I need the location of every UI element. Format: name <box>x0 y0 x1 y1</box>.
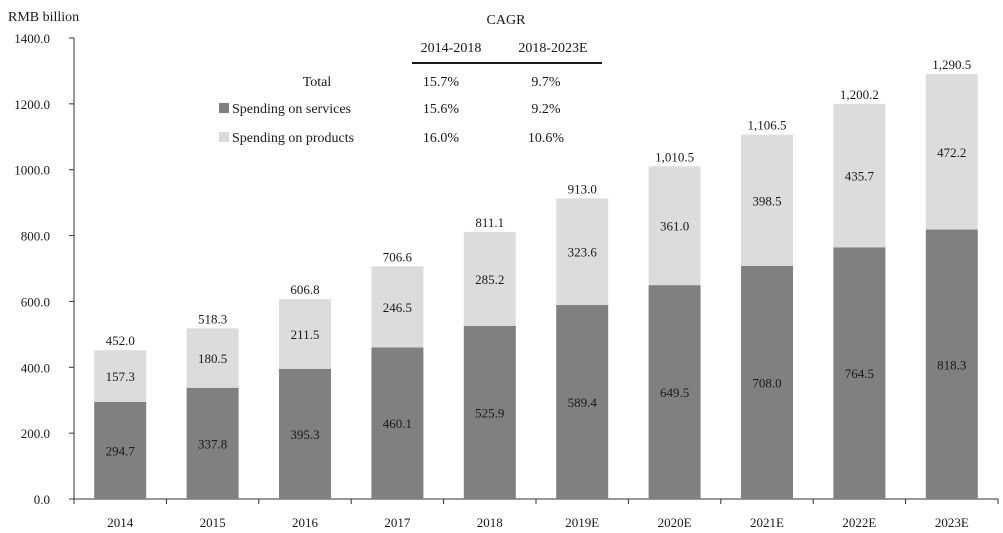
data-label-products: 157.3 <box>106 369 135 384</box>
y-tick-label: 200.0 <box>21 426 50 441</box>
data-label-services: 708.0 <box>752 375 781 390</box>
x-tick-label: 2019E <box>565 515 599 530</box>
data-label-products: 285.2 <box>475 272 504 287</box>
data-label-services: 460.1 <box>383 416 412 431</box>
y-axis: RMB billion 0.0 200.0 400.0 600.0 800.0 1000.0… <box>8 10 79 507</box>
bar-services <box>463 325 516 499</box>
legend-swatch-services <box>219 103 229 113</box>
x-tick-label: 2022E <box>842 515 876 530</box>
bar-products <box>186 328 239 388</box>
bar-products <box>556 198 609 305</box>
bar-products <box>833 103 886 248</box>
y-tick-label: 0.0 <box>34 492 50 507</box>
bar-services <box>371 347 424 499</box>
data-label-products: 180.5 <box>198 351 227 366</box>
data-label-total: 811.1 <box>475 215 504 230</box>
data-label-services: 337.8 <box>198 436 227 451</box>
data-label-total: 1,290.5 <box>932 57 971 72</box>
data-label-products: 398.5 <box>752 193 781 208</box>
x-tick-label: 2014 <box>107 515 134 530</box>
cagr-column-header: 2014-2018 <box>421 41 482 56</box>
bar-products <box>925 74 978 230</box>
data-label-products: 435.7 <box>845 169 875 184</box>
data-label-products: 211.5 <box>291 327 320 342</box>
cagr-value: 15.6% <box>423 102 460 117</box>
y-tick-label: 400.0 <box>21 360 50 375</box>
data-label-services: 764.5 <box>845 366 874 381</box>
bar-services <box>925 229 978 499</box>
x-tick-label: 2020E <box>658 515 692 530</box>
y-tick-label: 1200.0 <box>14 97 50 112</box>
bar-services <box>279 368 331 499</box>
data-label-products: 246.5 <box>383 300 412 315</box>
bar-services <box>833 247 886 499</box>
x-tick-label: 2018 <box>477 515 503 530</box>
x-tick-label: 2023E <box>935 515 969 530</box>
data-label-total: 518.3 <box>198 311 227 326</box>
bar-products <box>94 350 147 402</box>
data-label-services: 294.7 <box>106 443 136 458</box>
data-label-total: 1,106.5 <box>748 118 787 133</box>
cagr-value: 10.6% <box>528 131 565 146</box>
data-label-products: 472.2 <box>937 145 966 160</box>
bar-services <box>94 401 147 499</box>
cagr-value: 15.7% <box>423 75 460 90</box>
y-tick-label: 800.0 <box>21 229 50 244</box>
cagr-table: CAGR 2014-2018 2018-2023E Total 15.7% 9.7% Spe… <box>219 13 602 146</box>
data-label-total: 1,200.2 <box>840 87 879 102</box>
legend-label-products: Spending on products <box>232 131 354 146</box>
x-tick-label: 2016 <box>292 515 319 530</box>
data-label-total: 706.6 <box>383 249 413 264</box>
cagr-value: 16.0% <box>423 131 460 146</box>
cagr-value: 9.7% <box>531 75 561 90</box>
bar-products <box>648 166 701 286</box>
data-label-total: 452.0 <box>106 333 135 348</box>
data-label-total: 1,010.5 <box>655 149 694 164</box>
bar-services <box>186 387 239 499</box>
data-label-total: 606.8 <box>290 282 319 297</box>
y-tick-label: 1400.0 <box>14 31 50 46</box>
data-label-services: 525.9 <box>475 405 504 420</box>
data-label-products: 323.6 <box>568 245 598 260</box>
legend-label-services: Spending on services <box>232 102 351 117</box>
cagr-row-label-total: Total <box>303 75 332 90</box>
data-label-services: 395.3 <box>290 427 319 442</box>
cagr-title: CAGR <box>487 13 527 28</box>
bar-services <box>741 265 793 499</box>
x-tick-label: 2017 <box>384 515 411 530</box>
cagr-value: 9.2% <box>531 102 561 117</box>
bar-services <box>556 304 609 499</box>
y-tick-label: 600.0 <box>21 294 50 309</box>
y-tick-label: 1000.0 <box>14 163 50 178</box>
data-label-services: 818.3 <box>937 357 966 372</box>
bar-products <box>741 134 793 266</box>
x-axis: 2014 2015 2016 2017 2018 2019E 2020E 2021E 2022E… <box>73 498 999 530</box>
data-label-products: 361.0 <box>660 219 689 234</box>
bar-services <box>648 285 701 499</box>
x-tick-label: 2015 <box>200 515 226 530</box>
cagr-column-header: 2018-2023E <box>518 41 587 56</box>
x-tick-label: 2021E <box>750 515 784 530</box>
data-label-services: 649.5 <box>660 385 689 400</box>
bar-products <box>463 231 516 326</box>
data-label-services: 589.4 <box>568 395 598 410</box>
y-axis-label: RMB billion <box>8 10 79 25</box>
data-label-total: 913.0 <box>568 181 597 196</box>
bar-products <box>371 266 424 348</box>
legend-swatch-products <box>219 132 229 142</box>
bar-products <box>279 299 331 369</box>
bars: 294.7 157.3 452.0 337.8 180.5 518.3 395.3 211.5… <box>94 57 978 499</box>
